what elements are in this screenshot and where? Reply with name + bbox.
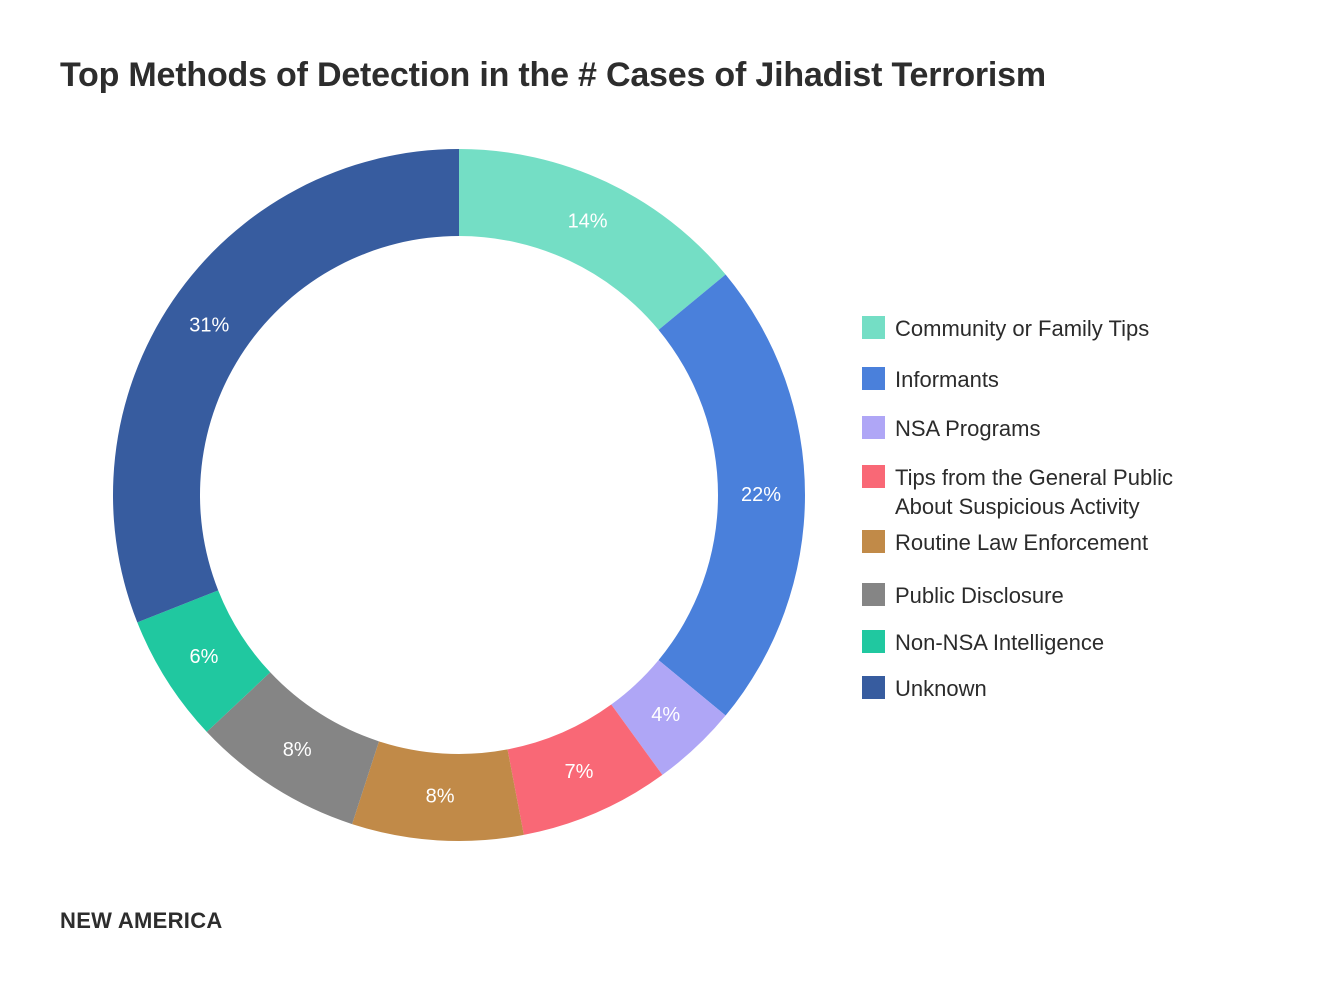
legend-label-line: Public Disclosure — [895, 583, 1064, 608]
legend-item: Informants — [862, 365, 1235, 394]
legend-item: Unknown — [862, 674, 1235, 703]
legend-label-line: About Suspicious Activity — [895, 494, 1140, 519]
legend-label-line: Routine Law Enforcement — [895, 530, 1149, 555]
slice-value-label: 7% — [564, 761, 593, 783]
legend-label: Community or Family Tips — [895, 314, 1235, 343]
legend-label: Non-NSA Intelligence — [895, 628, 1235, 657]
slice-value-label: 6% — [190, 646, 219, 668]
legend-label: Unknown — [895, 674, 1235, 703]
chart-title: Top Methods of Detection in the # Cases … — [60, 56, 1046, 94]
legend-label-line: Unknown — [895, 676, 987, 701]
legend-label: Public Disclosure — [895, 581, 1235, 610]
slice-value-label: 22% — [741, 484, 781, 506]
donut-slice — [507, 704, 663, 835]
legend-swatch — [862, 583, 885, 606]
legend-swatch — [862, 465, 885, 488]
legend-item: NSA Programs — [862, 414, 1235, 443]
brand-logo: NEW AMERICA — [60, 908, 223, 933]
legend-item: Non-NSA Intelligence — [862, 628, 1235, 657]
legend-label: NSA Programs — [895, 414, 1235, 443]
legend-label: Tips from the General Public About Suspic… — [895, 463, 1235, 521]
donut-slice — [658, 274, 805, 716]
legend-label-line: Community or Family Tips — [895, 316, 1150, 341]
legend-swatch — [862, 416, 885, 439]
legend-swatch — [862, 630, 885, 653]
slice-value-label: 14% — [568, 211, 608, 233]
legend-swatch — [862, 676, 885, 699]
donut-slice — [459, 149, 726, 330]
slice-value-label: 8% — [426, 785, 455, 807]
slice-value-label: 31% — [189, 314, 229, 336]
legend-label-line: Non-NSA Intelligence — [895, 630, 1105, 655]
donut-slice — [352, 741, 524, 841]
legend-item: Routine Law Enforcement — [862, 528, 1235, 557]
donut-slice — [206, 672, 379, 825]
legend-item: Community or Family Tips — [862, 314, 1235, 343]
donut-chart: 14% 22% 4% 7% 8% 8% 6% 31% — [113, 149, 805, 841]
donut-slice — [611, 660, 726, 775]
donut-slice — [137, 590, 271, 732]
legend-swatch — [862, 367, 885, 390]
legend-label-line: Informants — [895, 367, 999, 392]
legend-label: Informants — [895, 365, 1235, 394]
legend-item: Tips from the General Public About Suspic… — [862, 463, 1235, 521]
slice-value-label: 8% — [283, 739, 312, 761]
legend-label-line: NSA Programs — [895, 416, 1041, 441]
legend-label: Routine Law Enforcement — [895, 528, 1235, 557]
legend-swatch — [862, 316, 885, 339]
legend-label-line: Tips from the General Public — [895, 465, 1173, 490]
donut-slice — [113, 149, 460, 623]
slice-value-label: 4% — [651, 704, 680, 726]
legend-item: Public Disclosure — [862, 581, 1235, 610]
legend-swatch — [862, 530, 885, 553]
